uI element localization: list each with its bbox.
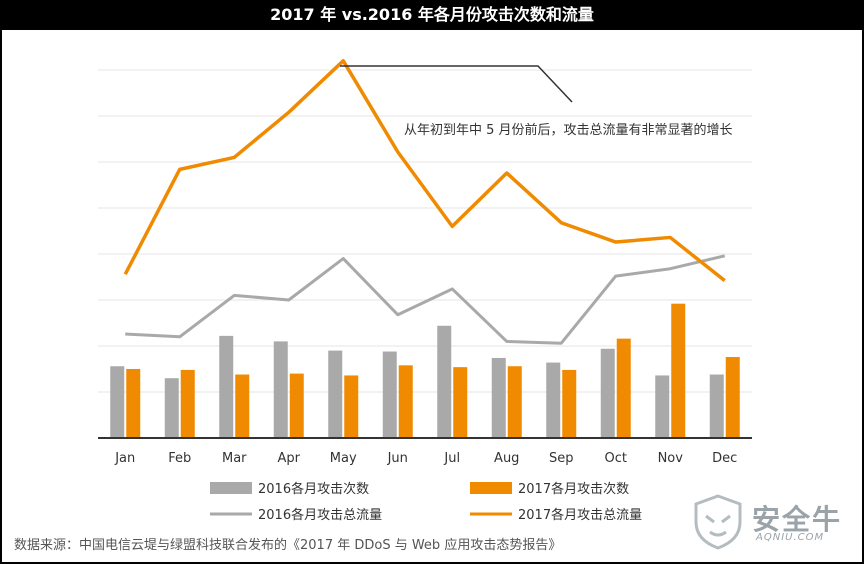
bar-orange xyxy=(398,365,413,438)
legend-swatch-bar xyxy=(210,482,252,494)
bar-gray xyxy=(709,374,724,438)
x-tick-label: May xyxy=(330,451,357,466)
legend-label: 2016各月攻击总流量 xyxy=(258,507,382,523)
chart-panel xyxy=(2,30,862,562)
x-tick-label: Jul xyxy=(443,451,460,466)
x-tick-label: Aug xyxy=(494,451,519,466)
series-line-orange xyxy=(123,59,726,283)
source-note: 数据来源：中国电信云堤与绿盟科技联合发布的《2017 年 DDoS 与 Web … xyxy=(14,538,562,553)
legend: 2016各月攻击次数 2017各月攻击次数 2016各月攻击总流量 2017各月攻击总… xyxy=(210,481,642,523)
bar-gray xyxy=(437,325,452,438)
bar-orange xyxy=(725,357,740,438)
bar-orange xyxy=(671,303,686,438)
bar-gray xyxy=(164,378,179,438)
bar-orange xyxy=(616,338,631,438)
brand-watermark: 安全牛 AQNIU.COM xyxy=(690,492,860,552)
x-tick-label: Feb xyxy=(168,451,191,466)
legend-swatch-bar xyxy=(470,482,512,494)
shield-logo-icon xyxy=(694,494,742,550)
x-tick-label: Jun xyxy=(387,451,408,466)
chart-title: 2017 年 vs.2016 年各月份攻击次数和流量 xyxy=(270,5,594,24)
lines xyxy=(123,59,726,345)
bar-orange xyxy=(562,369,577,438)
bar-orange xyxy=(507,366,522,438)
bar-gray xyxy=(110,366,125,438)
bar-orange xyxy=(126,369,141,438)
bar-gray xyxy=(273,341,288,438)
x-tick-label: Apr xyxy=(278,451,301,466)
annotation-callout-line xyxy=(340,65,573,103)
brand-name: 安全牛 xyxy=(752,503,843,536)
x-tick-label: Nov xyxy=(658,451,684,466)
x-tick-label: Dec xyxy=(712,451,737,466)
bars xyxy=(110,303,740,438)
bar-gray xyxy=(382,351,397,438)
bar-gray xyxy=(491,357,506,438)
bar-gray xyxy=(546,362,561,438)
x-tick-label: Jan xyxy=(114,451,135,466)
bar-gray xyxy=(655,375,670,438)
x-tick-label: Mar xyxy=(222,451,247,466)
bar-orange xyxy=(235,374,250,438)
bar-orange xyxy=(453,367,468,438)
x-tick-label: Sep xyxy=(549,451,574,466)
legend-label: 2017各月攻击总流量 xyxy=(518,507,642,523)
bar-gray xyxy=(328,350,343,438)
series-line-gray xyxy=(125,254,726,345)
bar-orange xyxy=(344,375,359,438)
annotation-text: 从年初到年中 5 月份前后，攻击总流量有非常显著的增长 xyxy=(404,122,733,138)
bar-gray xyxy=(600,348,615,438)
bar-orange xyxy=(289,373,304,438)
x-tick-labels: Jan Feb Mar Apr May Jun Jul Aug Sep Oct Nov Dec xyxy=(114,451,737,466)
brand-sub: AQNIU.COM xyxy=(756,532,825,543)
legend-label: 2016各月攻击次数 xyxy=(258,481,369,497)
bar-gray xyxy=(219,335,234,438)
bar-orange xyxy=(180,369,195,438)
grid-lines xyxy=(98,69,752,393)
legend-label: 2017各月攻击次数 xyxy=(518,481,629,497)
x-tick-label: Oct xyxy=(605,451,627,466)
